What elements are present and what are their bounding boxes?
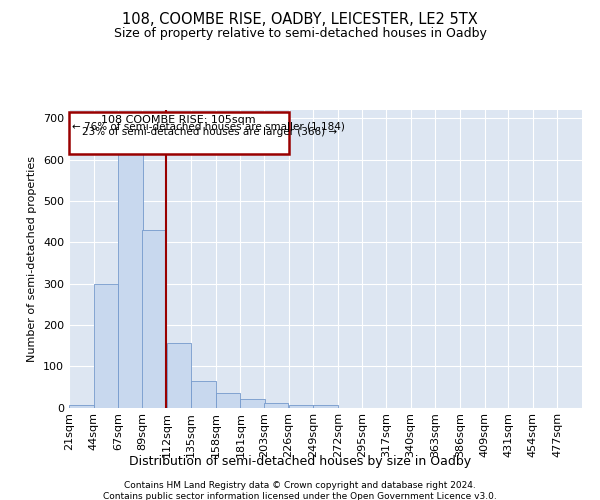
Text: Size of property relative to semi-detached houses in Oadby: Size of property relative to semi-detach… [113,28,487,40]
Y-axis label: Number of semi-detached properties: Number of semi-detached properties [28,156,37,362]
Bar [69,406,94,407]
Bar [313,406,338,407]
Bar [142,230,166,408]
Text: Contains public sector information licensed under the Open Government Licence v3: Contains public sector information licen… [103,492,497,500]
Text: 23% of semi-detached houses are larger (366) →: 23% of semi-detached houses are larger (… [82,128,337,138]
FancyBboxPatch shape [69,112,289,154]
Bar [289,406,313,407]
Text: Contains HM Land Registry data © Crown copyright and database right 2024.: Contains HM Land Registry data © Crown c… [124,481,476,490]
Bar [167,344,191,407]
Bar [241,399,265,407]
Text: ← 76% of semi-detached houses are smaller (1,184): ← 76% of semi-detached houses are smalle… [72,121,345,131]
Bar [264,404,289,407]
Bar [216,393,240,407]
Text: 108, COOMBE RISE, OADBY, LEICESTER, LE2 5TX: 108, COOMBE RISE, OADBY, LEICESTER, LE2 … [122,12,478,28]
Text: Distribution of semi-detached houses by size in Oadby: Distribution of semi-detached houses by … [129,455,471,468]
Bar [94,284,118,408]
Bar [118,152,143,408]
Text: 108 COOMBE RISE: 105sqm: 108 COOMBE RISE: 105sqm [101,114,256,124]
Bar [191,380,215,407]
